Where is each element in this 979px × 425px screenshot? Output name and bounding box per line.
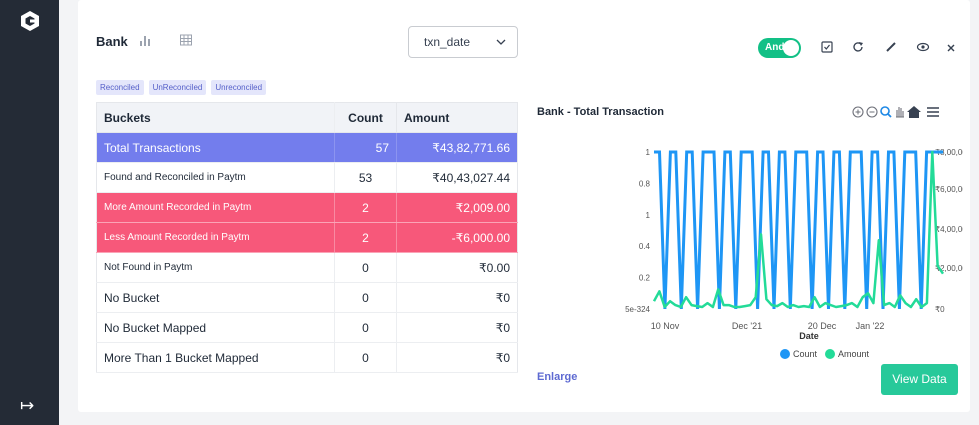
zoom-select-icon[interactable] <box>880 106 892 118</box>
bucket-cell: Found and Reconciled in Paytm <box>96 162 335 193</box>
toggle-label: And <box>765 42 785 53</box>
legend-count-label: Count <box>793 349 818 359</box>
bucket-cell: More Than 1 Bucket Mapped <box>96 342 335 373</box>
amount-cell: ₹0.00 <box>396 252 518 283</box>
count-cell: 2 <box>334 192 397 223</box>
tag-unreconciled-alt[interactable]: Unreconciled <box>211 80 267 95</box>
count-cell: 0 <box>334 252 397 283</box>
count-cell: 53 <box>334 162 397 193</box>
legend-amount-marker <box>825 349 835 359</box>
amount-cell: ₹0 <box>396 342 518 373</box>
y-tick-label: 1 <box>646 148 651 157</box>
count-cell: 57 <box>334 132 397 163</box>
zoom-in-icon[interactable] <box>852 106 864 118</box>
amount-cell: ₹43,82,771.66 <box>396 132 518 163</box>
eye-icon[interactable] <box>916 40 930 54</box>
x-tick-label: Jan '22 <box>856 321 885 331</box>
x-tick-label: 10 Nov <box>651 321 680 331</box>
close-icon[interactable] <box>944 40 958 54</box>
reconciliation-tags: Reconciled UnReconciled Unreconciled <box>96 80 267 95</box>
y-tick-label: 0.8 <box>639 179 651 188</box>
table-row[interactable]: No Bucket 0 ₹0 <box>96 282 518 313</box>
y-tick-label: 0.2 <box>639 274 651 283</box>
tag-unreconciled[interactable]: UnReconciled <box>148 80 207 95</box>
table-row[interactable]: Found and Reconciled in Paytm 53 ₹40,43,… <box>96 162 518 193</box>
amount-cell: ₹0 <box>396 312 518 343</box>
chevron-down-icon <box>496 39 506 45</box>
count-cell: 0 <box>334 342 397 373</box>
bucket-cell: No Bucket Mapped <box>96 312 335 343</box>
table-row[interactable]: Less Amount Recorded in Paytm 2 -₹6,000.… <box>96 222 518 253</box>
table-row[interactable]: More Amount Recorded in Paytm 2 ₹2,009.0… <box>96 192 518 223</box>
amount-cell: -₹6,000.00 <box>396 222 518 253</box>
y-right-tick-label: ₹6,00,000 <box>935 185 963 194</box>
table-row[interactable]: No Bucket Mapped 0 ₹0 <box>96 312 518 343</box>
edit-pencil-icon[interactable] <box>884 40 898 54</box>
table-row[interactable]: Total Transactions 57 ₹43,82,771.66 <box>96 132 518 163</box>
chart-toolbar <box>852 106 939 118</box>
app-logo-icon[interactable] <box>19 10 41 32</box>
x-axis-label: Date <box>799 331 819 341</box>
count-cell: 0 <box>334 312 397 343</box>
amount-cell: ₹0 <box>396 282 518 313</box>
bucket-cell: More Amount Recorded in Paytm <box>96 192 335 223</box>
bucket-cell: Not Found in Paytm <box>96 252 335 283</box>
x-tick-label: 20 Dec <box>808 321 837 331</box>
header-amount: Amount <box>396 102 518 133</box>
date-field-value: txn_date <box>424 35 471 49</box>
legend-count-marker <box>780 349 790 359</box>
pan-icon[interactable] <box>896 107 904 118</box>
bucket-cell: Total Transactions <box>96 132 335 163</box>
count-cell: 2 <box>334 222 397 253</box>
bucket-table: Buckets Count Amount Total Transactions … <box>96 102 518 373</box>
zoom-out-icon[interactable] <box>866 106 878 118</box>
table-view-icon[interactable] <box>179 33 193 47</box>
y-tick-label: 5e-324 <box>625 305 650 314</box>
legend-amount-label: Amount <box>838 349 870 359</box>
sidebar: ↦ <box>0 0 59 425</box>
count-series-line <box>654 150 943 310</box>
y-tick-label: 0.4 <box>639 242 651 251</box>
and-or-toggle[interactable]: And <box>758 38 801 58</box>
table-header: Buckets Count Amount <box>96 102 518 133</box>
x-tick-label: Dec '21 <box>732 321 762 331</box>
header-buckets: Buckets <box>96 102 335 133</box>
expand-sidebar-icon[interactable]: ↦ <box>20 396 35 416</box>
view-data-button[interactable]: View Data <box>881 364 958 395</box>
y-tick-label: 1 <box>646 211 651 220</box>
table-row[interactable]: Not Found in Paytm 0 ₹0.00 <box>96 252 518 283</box>
menu-icon[interactable] <box>927 107 939 117</box>
bank-widget: Bank txn_date And Reconciled UnReconcile… <box>78 0 970 412</box>
widget-title: Bank <box>96 34 128 49</box>
y-right-tick-label: ₹2,00,000 <box>935 264 963 273</box>
amount-cell: ₹40,43,027.44 <box>396 162 518 193</box>
bucket-cell: No Bucket <box>96 282 335 313</box>
checkbox-icon[interactable] <box>820 40 834 54</box>
tag-reconciled[interactable]: Reconciled <box>96 80 144 95</box>
amount-cell: ₹2,009.00 <box>396 192 518 223</box>
home-icon[interactable] <box>907 106 921 118</box>
date-field-select[interactable]: txn_date <box>408 26 518 58</box>
bucket-cell: Less Amount Recorded in Paytm <box>96 222 335 253</box>
amount-series-line <box>652 150 945 309</box>
y-right-tick-label: ₹8,00,000 <box>935 148 963 157</box>
chart-title: Bank - Total Transaction <box>537 106 664 118</box>
y-right-tick-label: ₹4,00,000 <box>935 225 963 234</box>
bar-chart-icon[interactable] <box>138 33 152 47</box>
enlarge-link[interactable]: Enlarge <box>537 371 578 383</box>
y-right-tick-label: ₹0 <box>935 305 945 314</box>
table-row[interactable]: More Than 1 Bucket Mapped 0 ₹0 <box>96 342 518 373</box>
header-count: Count <box>334 102 397 133</box>
transaction-chart: 5e-324 0.2 0.4 1 0.8 1 ₹0 ₹2,00,000 ₹4,00,000 ₹6,… <box>625 148 963 359</box>
refresh-icon[interactable] <box>851 40 865 54</box>
count-cell: 0 <box>334 282 397 313</box>
toggle-knob <box>783 40 799 56</box>
